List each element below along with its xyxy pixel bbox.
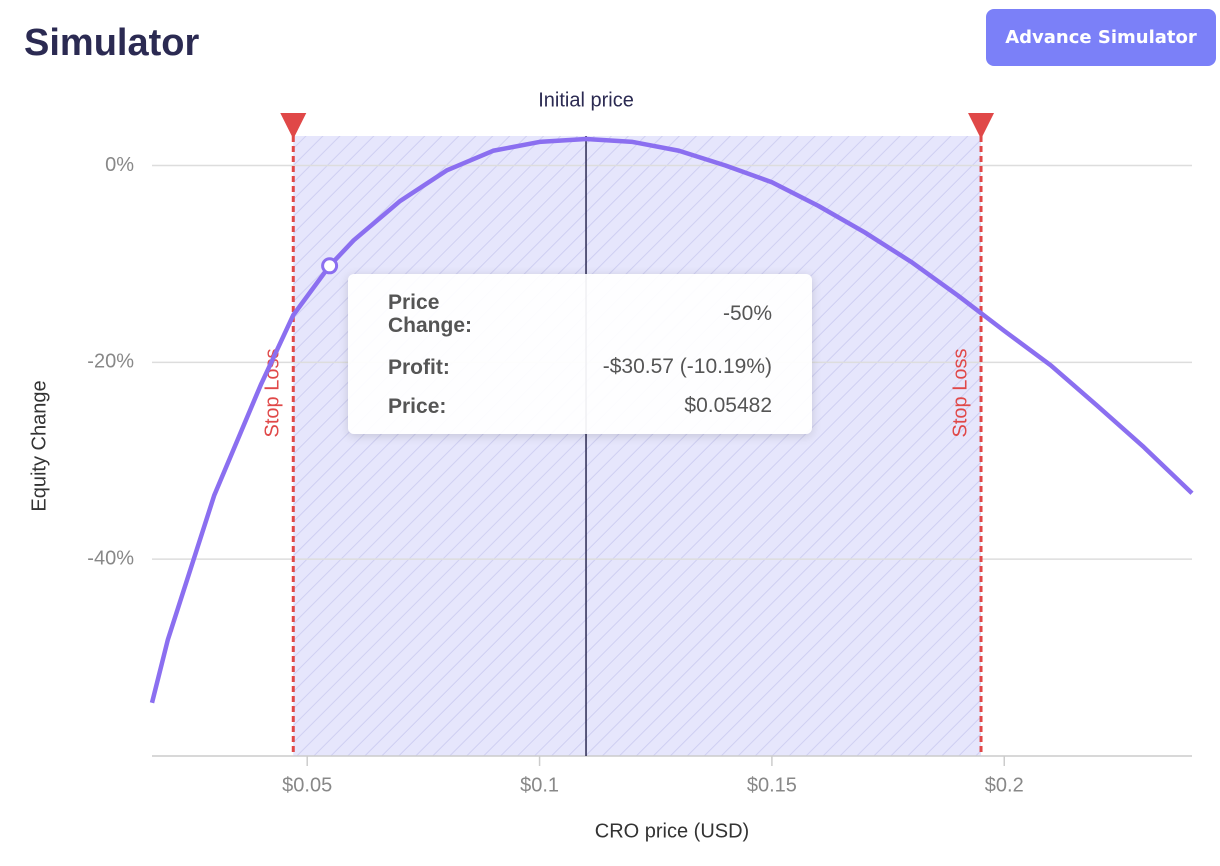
stop-loss-marker <box>280 113 307 139</box>
page-title: Simulator <box>24 22 200 64</box>
y-axis-title: Equity Change <box>28 380 50 511</box>
tooltip-value: -$30.57 (-10.19%) <box>602 355 772 378</box>
stop-loss-marker <box>968 113 995 139</box>
tooltip-value: -50% <box>722 302 772 325</box>
tooltip: Price Change: -50% Profit: -$30.57 (-10.19%… <box>348 274 812 434</box>
initial-price-label: Initial price <box>538 89 634 111</box>
hover-point <box>321 257 339 275</box>
x-tick-label: $0.1 <box>520 774 559 796</box>
y-tick-label: -20% <box>87 351 134 373</box>
x-tick-label: $0.15 <box>747 774 797 796</box>
tooltip-label: Price Change: <box>388 291 472 337</box>
tooltip-row: Price Change: -50% <box>388 291 772 337</box>
x-axis-title: CRO price (USD) <box>595 820 749 842</box>
tooltip-row: Profit: -$30.57 (-10.19%) <box>388 347 772 387</box>
equity-curve <box>149 136 1194 704</box>
x-tick-label: $0.05 <box>282 774 332 796</box>
tooltip-label: Price: <box>388 394 447 418</box>
tooltip-row: Price: $0.05482 <box>388 386 772 426</box>
tooltip-label: Profit: <box>388 355 450 379</box>
tooltip-value: $0.05482 <box>684 394 772 417</box>
advance-simulator-button[interactable]: Advance Simulator <box>986 9 1216 66</box>
stop-loss-label: Stop Loss <box>949 349 971 438</box>
y-tick-label: -40% <box>87 547 134 569</box>
y-tick-label: 0% <box>105 154 134 176</box>
x-tick-label: $0.2 <box>985 774 1024 796</box>
safe-zone-hatch <box>293 136 982 756</box>
